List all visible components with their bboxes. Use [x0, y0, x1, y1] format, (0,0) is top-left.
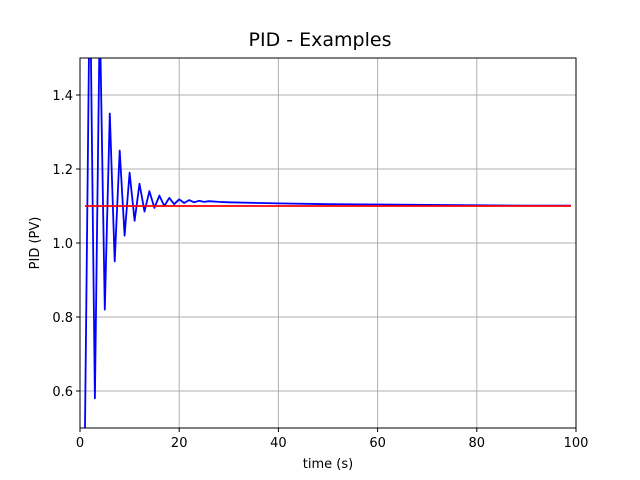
x-tick-label: 80 — [469, 436, 486, 451]
x-tick-label: 60 — [369, 436, 386, 451]
y-tick-label: 0.8 — [52, 311, 73, 326]
chart-title: PID - Examples — [248, 29, 392, 51]
y-axis-label: PID (PV) — [28, 217, 43, 270]
grid-lines — [79, 58, 577, 428]
x-tick-label: 40 — [270, 436, 287, 451]
series-pv-line — [84, 58, 571, 428]
x-tick-label: 0 — [76, 436, 84, 451]
x-tick-label: 100 — [564, 436, 589, 451]
plot-lines — [84, 58, 571, 428]
y-tick-label: 1.4 — [52, 89, 73, 104]
y-tick-label: 1.0 — [52, 237, 73, 252]
y-tick-label: 1.2 — [52, 163, 73, 178]
axis-ticks: 0 20 40 60 80 100 0.6 0.8 1.0 1.2 1.4 — [52, 89, 588, 451]
x-axis-label: time (s) — [303, 457, 353, 472]
x-tick-label: 20 — [171, 436, 188, 451]
y-tick-label: 0.6 — [52, 385, 73, 400]
